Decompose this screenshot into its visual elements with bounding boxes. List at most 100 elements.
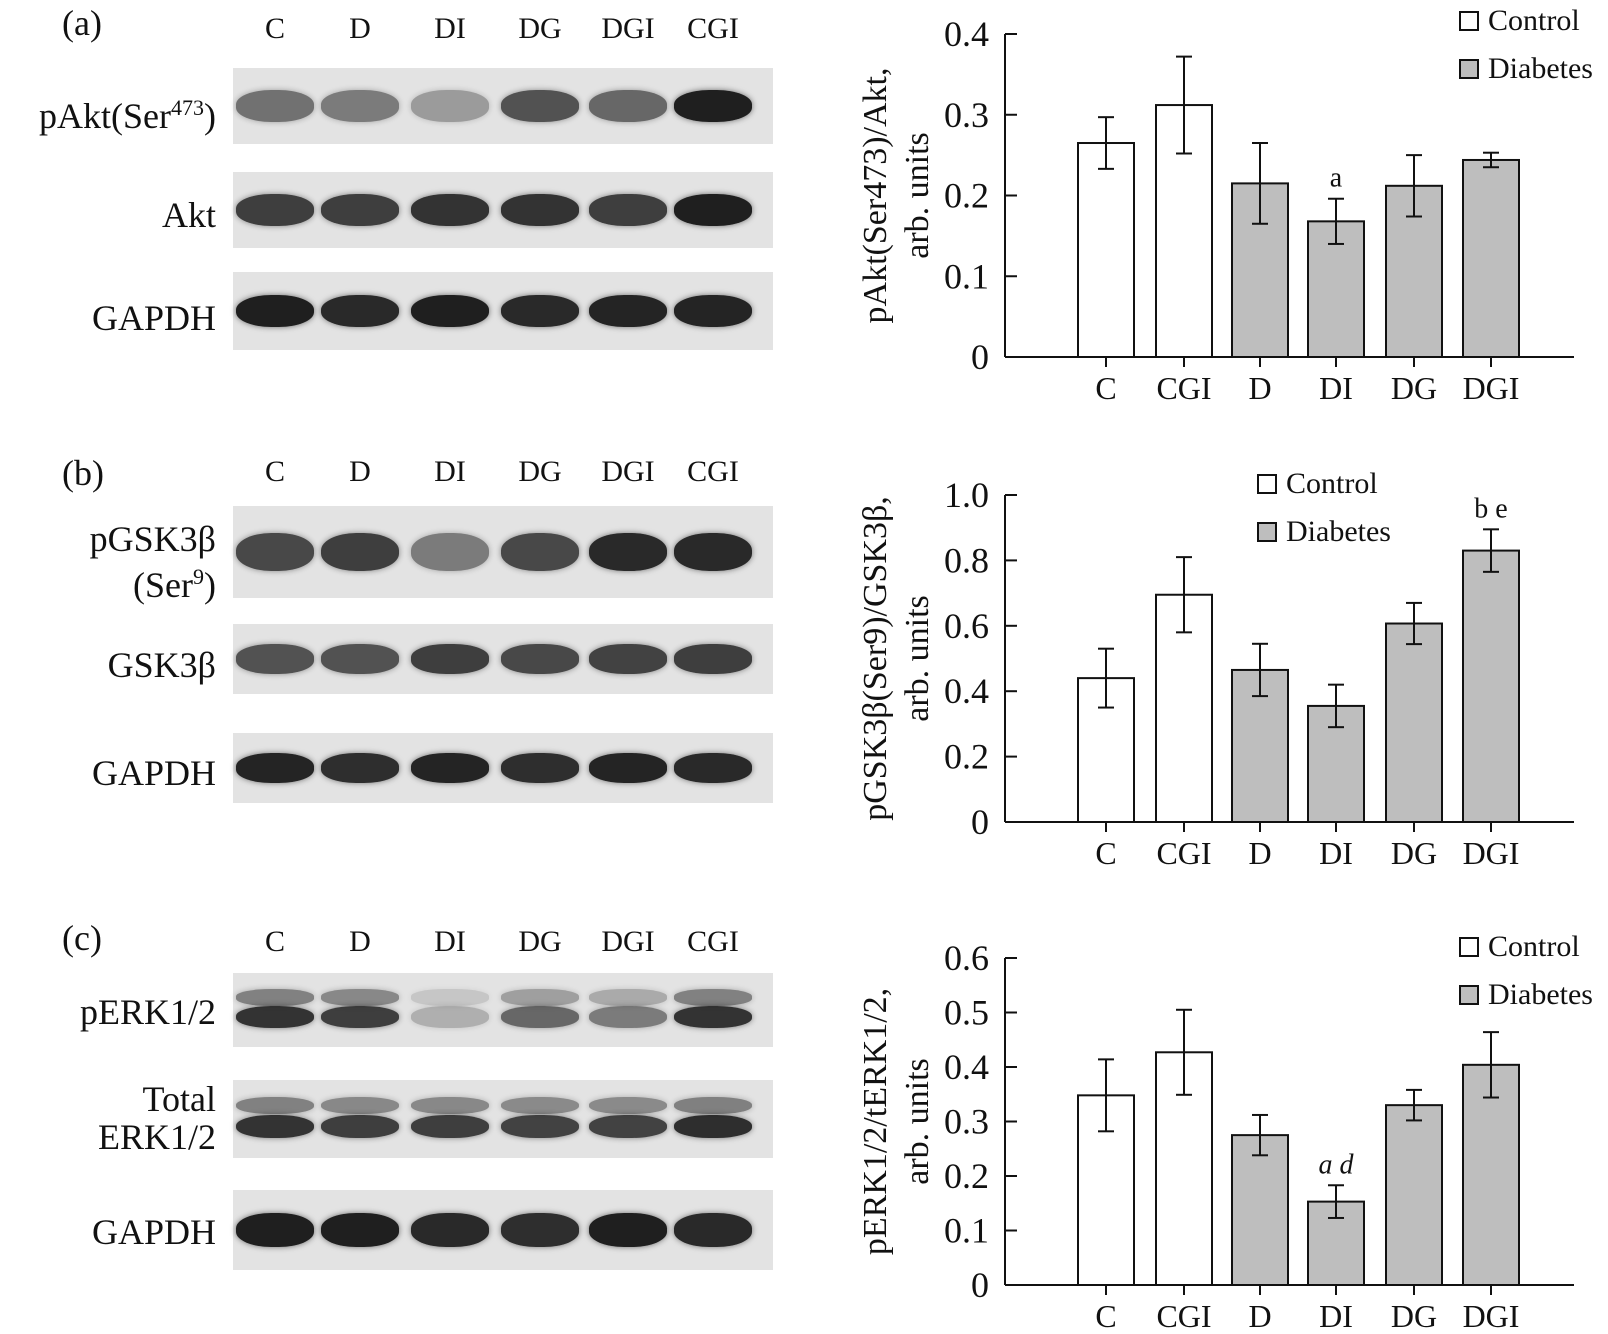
blot-band (236, 294, 314, 328)
blot-band (589, 644, 667, 674)
blot-row-label: pAkt(Ser473) (39, 95, 216, 136)
y-tick-label: 0.2 (944, 737, 989, 777)
x-tick-label: C (1095, 835, 1116, 871)
chart-0: 0 0.1 0.2 0.3 0.4 C CGI D DI a DG DGI Control Diabete… (857, 4, 1593, 406)
y-tick-label: 0.4 (944, 1047, 989, 1087)
bar (1462, 549, 1520, 824)
blot-band (236, 644, 314, 674)
blot-strip (233, 272, 773, 350)
blot-band (411, 1097, 489, 1115)
x-tick-label: CGI (1156, 835, 1211, 871)
blot-band (589, 1006, 667, 1029)
blot-strip (233, 1080, 773, 1158)
blot-band (589, 989, 667, 1006)
lane-label: C (264, 12, 285, 45)
y-tick-label: 0 (971, 337, 989, 377)
blot-strip (233, 624, 773, 694)
blot-band (236, 90, 314, 122)
x-tick-label: C (1095, 1298, 1116, 1334)
blot-band (236, 753, 314, 783)
y-tick-label: 0.8 (944, 540, 989, 580)
blot-strip (233, 68, 773, 144)
lane-label: DI (434, 12, 466, 45)
blot-band (674, 644, 752, 674)
y-tick-label: 0 (971, 1265, 989, 1305)
blot-band (589, 194, 667, 226)
legend-label: Diabetes (1488, 52, 1593, 85)
x-tick-label: DGI (1463, 370, 1520, 406)
significance-label: a d (1319, 1149, 1355, 1180)
x-tick-label: CGI (1156, 1298, 1211, 1334)
y-axis-label: arb. units (899, 595, 936, 722)
y-tick-label: 0.1 (944, 1211, 989, 1251)
bar (1231, 1134, 1289, 1286)
y-tick-label: 0.3 (944, 1102, 989, 1142)
blot-band (321, 1006, 399, 1029)
blot-band (321, 1115, 399, 1139)
y-tick-label: 0.1 (944, 256, 989, 296)
legend-label: Control (1488, 4, 1580, 37)
blot-strip (233, 506, 773, 598)
lane-label: CGI (687, 12, 739, 45)
y-tick-label: 0.4 (944, 671, 989, 711)
chart-1: 0 0.2 0.4 0.6 0.8 1.0 C CGI D DI DG DGI b e Control Di… (857, 467, 1574, 871)
blot-band (411, 1115, 489, 1139)
y-tick-label: 0.2 (944, 1156, 989, 1196)
blot-band (321, 90, 399, 122)
x-tick-label: C (1095, 370, 1116, 406)
blot-band (674, 989, 752, 1006)
blot-band (501, 532, 579, 572)
blot-band (411, 532, 489, 572)
x-tick-label: DG (1391, 370, 1437, 406)
lane-label: CGI (687, 455, 739, 488)
panel-label: (c) (62, 918, 102, 958)
blot-row-label-line: ERK1/2 (97, 1117, 216, 1157)
bar (1462, 158, 1520, 358)
lane-label: DGI (601, 455, 655, 488)
blot-band (236, 532, 314, 572)
blot-band (674, 194, 752, 226)
blot-band (501, 294, 579, 328)
blot-row-label: GAPDH (91, 753, 216, 793)
x-tick-label: D (1248, 370, 1271, 406)
blot-band (321, 644, 399, 674)
lane-label: D (349, 925, 371, 958)
blot-band (321, 1097, 399, 1115)
lane-label: DG (518, 925, 562, 958)
legend-swatch (1459, 59, 1479, 79)
x-tick-label: DI (1319, 835, 1353, 871)
lane-label: C (264, 455, 285, 488)
blot-row-label: Total ERK1/2 (98, 1080, 216, 1156)
blot-row-label: pGSK3β (Ser9) (90, 520, 216, 604)
blot-band (321, 753, 399, 783)
x-tick-label: DGI (1463, 835, 1520, 871)
legend-label: Diabetes (1488, 978, 1593, 1011)
y-axis-label: arb. units (899, 132, 936, 259)
blot-row-label: GAPDH (91, 1212, 216, 1252)
significance-label: a (1330, 163, 1343, 194)
y-tick-label: 0.5 (944, 993, 989, 1033)
x-tick-label: DI (1319, 1298, 1353, 1334)
blot-band (411, 294, 489, 328)
bar (1385, 622, 1443, 823)
blot-band (321, 532, 399, 572)
y-tick-label: 0.6 (944, 938, 989, 978)
legend-swatch (1257, 474, 1277, 494)
blot-band (589, 90, 667, 122)
blot-band (589, 1213, 667, 1247)
blot-row-label: GAPDH (91, 298, 216, 338)
panel-label: (a) (62, 3, 102, 43)
legend-label: Control (1488, 930, 1580, 963)
blot-band (236, 194, 314, 226)
lane-label: DGI (601, 12, 655, 45)
blot-band (501, 644, 579, 674)
blot-strip (233, 172, 773, 248)
blot-strip (233, 973, 773, 1047)
x-tick-label: D (1248, 1298, 1271, 1334)
blot-band (411, 90, 489, 122)
blot-strip (233, 733, 773, 803)
lane-label: D (349, 455, 371, 488)
legend-swatch (1459, 11, 1479, 31)
blot-band (674, 532, 752, 572)
y-tick-label: 1.0 (944, 475, 989, 515)
